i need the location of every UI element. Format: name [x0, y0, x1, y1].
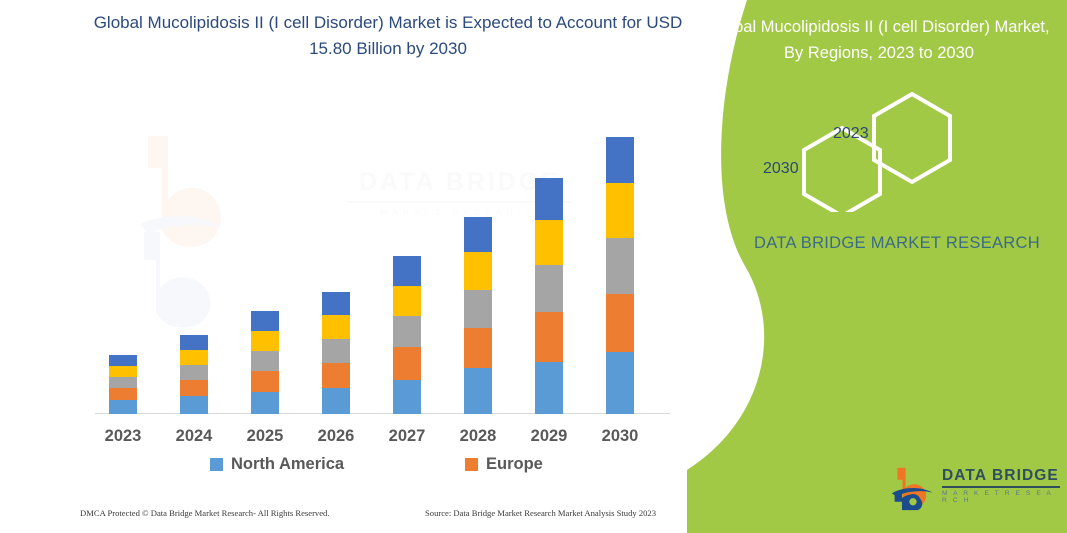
logo-text-block: DATA BRIDGE M A R K E T R E S E A R C H — [942, 467, 1062, 504]
x-axis-label-2025: 2025 — [246, 427, 284, 445]
bar-segment — [464, 328, 492, 368]
bar-series-group — [95, 120, 675, 414]
x-axis-line — [95, 413, 670, 414]
bar-segment — [322, 388, 350, 414]
bar-segment — [535, 362, 563, 414]
brand-logo: DATA BRIDGE M A R K E T R E S E A R C H — [890, 463, 1060, 515]
bar-segment — [180, 365, 208, 380]
hex-label-2030: 2030 — [763, 160, 799, 177]
bar-segment — [322, 339, 350, 363]
bar-segment — [109, 388, 137, 400]
bar-segment — [606, 294, 634, 352]
footer: DMCA Protected © Data Bridge Market Rese… — [80, 508, 680, 526]
bar-segment — [606, 183, 634, 238]
logo-title: DATA BRIDGE — [942, 467, 1059, 484]
bar-2030 — [606, 137, 634, 414]
bar-segment — [322, 363, 350, 388]
bar-segment — [109, 355, 137, 366]
bar-2024 — [180, 335, 208, 414]
bar-segment — [251, 311, 279, 331]
panel-title: Global Mucolipidosis II (I cell Disorder… — [708, 18, 1050, 62]
bar-segment — [180, 396, 208, 414]
legend-item-north-america[interactable]: North America — [210, 455, 344, 474]
x-axis-label-2028: 2028 — [459, 427, 497, 445]
legend-label: North America — [231, 455, 345, 473]
bar-segment — [251, 392, 279, 414]
hex-label-2023: 2023 — [833, 125, 869, 142]
chart-legend: North America Europe — [95, 455, 675, 481]
bar-segment — [180, 350, 208, 365]
bar-segment — [393, 347, 421, 380]
bar-segment — [109, 400, 137, 414]
bar-segment — [464, 217, 492, 252]
right-green-panel: Global Mucolipidosis II (I cell Disorder… — [687, 0, 1067, 533]
bar-segment — [606, 137, 634, 183]
bar-2027 — [393, 256, 421, 414]
bar-segment — [464, 290, 492, 328]
x-axis-label-2029: 2029 — [530, 427, 568, 445]
x-axis-label-2027: 2027 — [388, 427, 426, 445]
bar-segment — [109, 377, 137, 388]
bar-segment — [393, 380, 421, 414]
hexagon-badges — [782, 92, 1062, 212]
logo-subtitle: M A R K E T R E S E A R C H — [942, 489, 1053, 504]
bar-segment — [393, 286, 421, 316]
bar-segment — [109, 366, 137, 377]
page-title: Global Mucolipidosis II (I cell Disorder… — [93, 13, 683, 58]
bar-segment — [606, 238, 634, 294]
bar-segment — [393, 316, 421, 347]
legend-swatch — [465, 458, 478, 471]
bar-segment — [180, 380, 208, 396]
bar-segment — [535, 220, 563, 265]
bar-2023 — [109, 355, 137, 414]
legend-swatch — [210, 458, 223, 471]
bar-segment — [393, 256, 421, 286]
x-axis-label-2026: 2026 — [317, 427, 355, 445]
x-axis-label-2023: 2023 — [104, 427, 142, 445]
bar-segment — [322, 315, 350, 339]
bar-segment — [535, 265, 563, 312]
bar-segment — [251, 331, 279, 351]
footer-source: Source: Data Bridge Market Research Mark… — [425, 508, 657, 518]
bar-2026 — [322, 292, 350, 414]
bar-segment — [606, 352, 634, 414]
bar-segment — [464, 252, 492, 290]
x-axis-label-2030: 2030 — [601, 427, 639, 445]
x-axis-label-2024: 2024 — [175, 427, 213, 445]
bar-segment — [535, 178, 563, 220]
green-panel-shape — [687, 0, 1067, 533]
bar-segment — [180, 335, 208, 350]
footer-dmca: DMCA Protected © Data Bridge Market Rese… — [80, 508, 330, 518]
bar-2028 — [464, 217, 492, 414]
data-bridge-logo-icon — [891, 467, 933, 511]
bar-segment — [322, 292, 350, 315]
bar-2029 — [535, 178, 563, 414]
bar-segment — [464, 368, 492, 414]
hexagon-outlines — [802, 92, 952, 212]
bar-segment — [535, 312, 563, 362]
x-axis-labels: 2023 2024 2025 2026 2027 2028 2029 2030 — [95, 427, 675, 451]
legend-item-europe[interactable]: Europe — [465, 455, 543, 474]
panel-brand-text: DATA BRIDGE MARKET RESEARCH — [754, 234, 1040, 252]
logo-rule — [942, 486, 1060, 488]
legend-label: Europe — [486, 455, 543, 473]
bar-segment — [251, 351, 279, 371]
bar-2025 — [251, 311, 279, 414]
bar-segment — [251, 371, 279, 392]
